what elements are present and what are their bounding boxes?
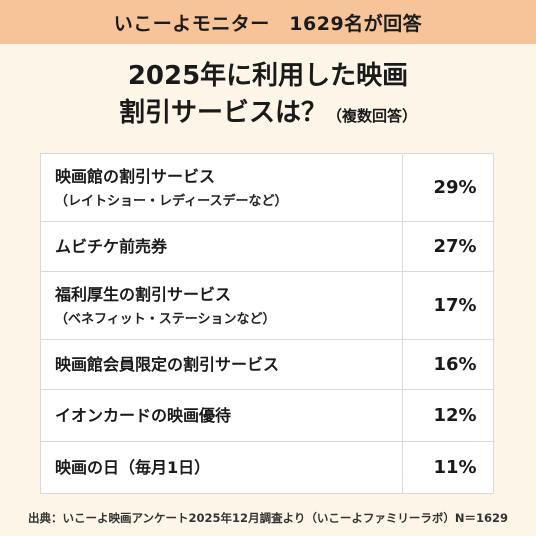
row-label: 映画館の割引サービス (55, 167, 216, 187)
results-table: 映画館の割引サービス （レイトショー・レディースデーなど） 29% ムビチケ前売… (40, 153, 494, 494)
title-line-2: 割引サービスは？（複数回答） (0, 95, 536, 132)
row-percentage: 11% (402, 441, 494, 494)
table-row: 映画館会員限定の割引サービス 16% (40, 339, 494, 390)
title-line-1: 2025年に利用した映画 (127, 61, 409, 91)
row-label-cell: 映画の日（毎月1日） (40, 441, 403, 494)
row-label: 映画の日（毎月1日） (55, 457, 211, 477)
table-row: 福利厚生の割引サービス （ベネフィット・ステーションなど） 17% (40, 271, 494, 340)
row-sublabel: （レイトショー・レディースデーなど） (55, 193, 288, 209)
row-label: イオンカードの映画優待 (55, 405, 232, 425)
table-row: 映画館の割引サービス （レイトショー・レディースデーなど） 29% (40, 153, 494, 222)
title-line-2-text: 割引サービスは？ (118, 97, 327, 128)
table-row: 映画の日（毎月1日） 11% (40, 441, 494, 494)
page-title: 2025年に利用した映画 割引サービスは？（複数回答） (0, 58, 536, 132)
source-footnote: 出典：いこーよ映画アンケート2025年12月調査より（いこーよファミリーラボ）N… (28, 511, 508, 525)
table-row: イオンカードの映画優待 12% (40, 389, 494, 442)
row-label-cell: 映画館会員限定の割引サービス (40, 339, 403, 390)
row-percentage: 29% (402, 153, 494, 222)
row-label: 福利厚生の割引サービス (55, 285, 232, 305)
survey-banner: いこーよモニター 1629名が回答 (0, 0, 536, 44)
row-sublabel: （ベネフィット・ステーションなど） (55, 311, 276, 327)
row-percentage: 17% (402, 271, 494, 340)
row-label-cell: 福利厚生の割引サービス （ベネフィット・ステーションなど） (40, 271, 403, 340)
row-percentage: 12% (402, 389, 494, 442)
row-label-cell: ムビチケ前売券 (40, 221, 403, 272)
row-label: ムビチケ前売券 (55, 236, 168, 256)
table-row: ムビチケ前売券 27% (40, 221, 494, 272)
row-percentage: 16% (402, 339, 494, 390)
row-percentage: 27% (402, 221, 494, 272)
row-label: 映画館会員限定の割引サービス (55, 354, 280, 374)
row-label-cell: イオンカードの映画優待 (40, 389, 403, 442)
row-label-cell: 映画館の割引サービス （レイトショー・レディースデーなど） (40, 153, 403, 222)
multiple-answer-note: （複数回答） (327, 106, 418, 125)
